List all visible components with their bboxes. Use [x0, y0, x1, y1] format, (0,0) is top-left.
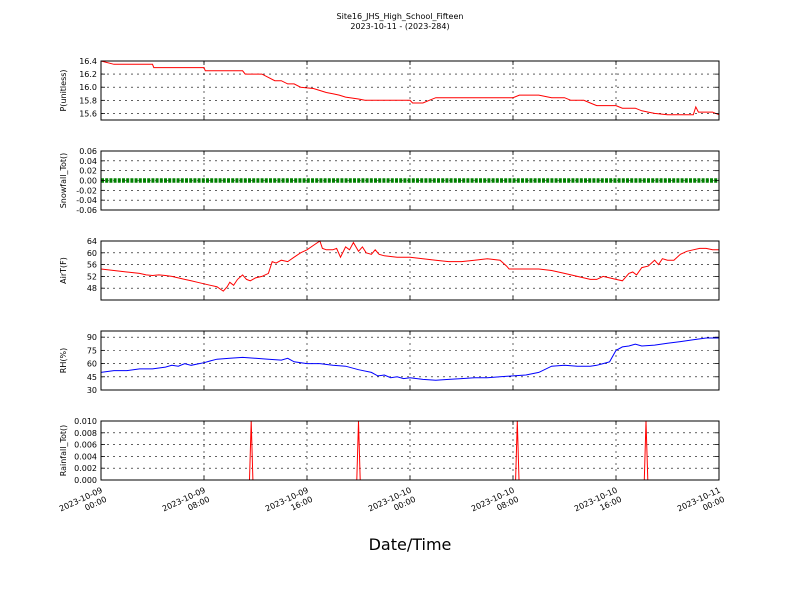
panel-1: -0.06-0.04-0.020.000.020.040.06 Snowfall_…: [59, 147, 720, 215]
y-tick-label: 0.004: [74, 452, 97, 461]
series-line: [101, 420, 719, 481]
y-tick-label: 45: [87, 373, 97, 382]
y-tick-label: 16.2: [79, 70, 97, 79]
y-tick-label: -0.04: [76, 196, 97, 205]
y-tick-label: 64: [87, 237, 97, 246]
x-tick-label: 2023-10-1100:00: [676, 486, 726, 523]
y-axis-label: Rainfall_Tot(): [59, 425, 68, 477]
y-tick-label: 56: [87, 261, 97, 270]
x-tick-label: 2023-10-0900:00: [58, 486, 108, 523]
panel-3: 30 45 60 75 90 RH(%): [59, 330, 720, 395]
series-line: [100, 60, 720, 116]
y-tick-label: 48: [87, 284, 97, 293]
y-tick-label: 0.008: [74, 429, 97, 438]
x-tick-label: 2023-10-0908:00: [161, 486, 211, 523]
y-tick-label: 60: [87, 249, 97, 258]
x-tick-label: 2023-10-1000:00: [367, 486, 417, 523]
panels: 15.615.816.016.216.4P(unitless)-0.06-0.0…: [59, 57, 720, 485]
y-axis-label: Snowfall_Tot(): [59, 153, 68, 209]
series-line: [100, 240, 720, 292]
panel-frame: [100, 330, 720, 391]
figure-title: Site16_JHS_High_School_Fifteen: [337, 12, 464, 21]
y-tick-label: 75: [87, 346, 97, 355]
x-tick-label: 2023-10-0916:00: [264, 486, 314, 523]
panel-2: 48 52 56 60 64 AirT(F): [59, 237, 720, 301]
y-tick-label: -0.06: [76, 206, 97, 215]
y-tick-label: 15.6: [79, 109, 97, 118]
panel-4: 0.000 0.002 0.004 0.006 0.008 0.010 Rainfall_T…: [59, 417, 720, 485]
series-line: [100, 337, 720, 381]
y-tick-label: -0.02: [76, 186, 97, 195]
x-tick-label: 2023-10-1008:00: [470, 486, 520, 523]
x-tick-label: 2023-10-1016:00: [573, 486, 623, 523]
x-axis-label: Date/Time: [369, 535, 452, 554]
y-axis-label: RH(%): [59, 348, 68, 373]
y-tick-label: 0.04: [79, 157, 97, 166]
y-tick-label: 90: [87, 333, 97, 342]
y-axis-label: AirT(F): [59, 257, 68, 284]
panel-frame: [100, 240, 720, 301]
y-tick-label: 0.010: [74, 417, 97, 426]
y-tick-label: 0.02: [79, 167, 97, 176]
y-tick-label: 52: [87, 272, 97, 281]
y-tick-label: 0.002: [74, 464, 97, 473]
y-tick-label: 16.4: [79, 57, 97, 66]
y-tick-label: 0.006: [74, 441, 97, 450]
y-tick-label: 0.00: [79, 177, 97, 186]
x-tick-labels: 2023-10-0900:00 2023-10-0908:00 2023-10-09…: [58, 486, 726, 523]
y-tick-label: 0.000: [74, 476, 97, 485]
y-tick-label: 60: [87, 360, 97, 369]
y-tick-label: 16.0: [79, 83, 97, 92]
y-tick-label: 30: [87, 386, 97, 395]
y-tick-label: 0.06: [79, 147, 97, 156]
y-tick-label: 15.8: [79, 96, 97, 105]
panel-frame: [100, 420, 720, 481]
panel-0: 15.6 15.8 16.0 16.2 16.4 P(unitless): [59, 57, 720, 121]
panel-frame: [100, 60, 720, 121]
figure-subtitle: 2023-10-11 - (2023-284): [350, 22, 449, 31]
y-axis-label: P(unitless): [59, 69, 68, 111]
